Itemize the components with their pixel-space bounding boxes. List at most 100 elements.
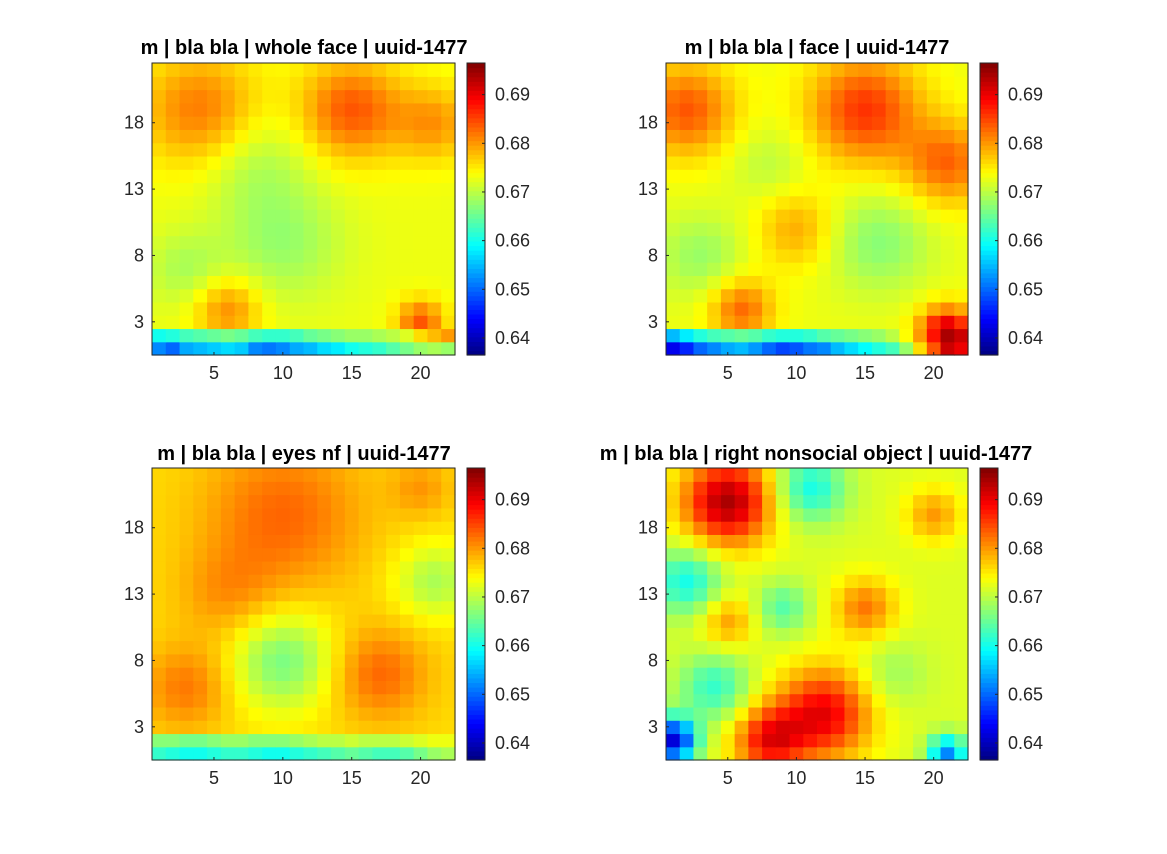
heatmap-cell <box>344 693 360 708</box>
heatmap-cell <box>679 235 695 250</box>
heatmap-cell <box>441 328 456 343</box>
heatmap-cell <box>399 468 415 482</box>
panel-title: m | bla bla | eyes nf | uuid-1477 <box>157 443 451 465</box>
heatmap-cell <box>220 315 236 330</box>
heatmap-cell <box>789 667 804 681</box>
colorbar-segment <box>980 341 998 347</box>
heatmap-cell <box>707 89 722 104</box>
heatmap-cells <box>152 468 456 761</box>
heatmap-cell <box>679 600 695 615</box>
heatmap-cell <box>762 288 777 303</box>
heatmap-cell <box>220 720 236 735</box>
heatmap-cell <box>152 222 167 237</box>
heatmap-cell <box>358 116 373 130</box>
heatmap-cell <box>693 275 708 290</box>
colorbar-segment <box>980 696 998 702</box>
colorbar-segment <box>467 645 485 652</box>
heatmap-cell <box>275 494 291 509</box>
heatmap-cell <box>303 102 318 117</box>
heatmap-cell <box>220 209 236 223</box>
heatmap-cell <box>358 587 373 602</box>
heatmap-cell <box>871 275 887 290</box>
colorbar-segment <box>467 586 485 592</box>
heatmap-cell <box>679 560 695 575</box>
heatmap-cell <box>386 275 401 290</box>
heatmap-cell <box>940 693 955 708</box>
heatmap-cell <box>954 315 969 330</box>
heatmap-cell <box>720 182 736 197</box>
colorbar-segment <box>980 718 998 725</box>
heatmap-cell <box>913 116 928 130</box>
heatmap-cell <box>679 653 695 668</box>
heatmap-cell <box>275 262 291 276</box>
heatmap-cell <box>165 235 181 250</box>
heatmap-cell <box>179 534 194 549</box>
heatmap-cell <box>720 667 736 681</box>
heatmap-cell <box>289 129 305 144</box>
heatmap-cell <box>372 328 387 343</box>
heatmap-cell <box>748 248 763 263</box>
heatmap-cell <box>762 222 777 237</box>
heatmap-cell <box>165 574 181 589</box>
colorbar-segment <box>980 172 998 178</box>
heatmap-cell <box>762 481 777 496</box>
heatmap-cell <box>762 301 777 316</box>
heatmap-cell <box>248 102 263 117</box>
heatmap-cell <box>789 116 804 130</box>
heatmap-cell <box>858 235 873 250</box>
heatmap-cell <box>275 507 291 522</box>
colorbar-segment <box>467 591 485 597</box>
colorbar-segment <box>467 714 485 720</box>
heatmap-cell <box>803 169 818 184</box>
colorbar-segment <box>980 595 998 601</box>
heatmap-cell <box>926 129 942 144</box>
heatmap-cell <box>413 116 429 130</box>
colorbar-segment <box>467 158 485 164</box>
heatmap-cell <box>789 494 804 509</box>
heatmap-cell <box>152 275 167 290</box>
x-axis: 5 10 15 20 <box>723 352 944 383</box>
heatmap-cell <box>344 534 360 549</box>
heatmap-cell <box>913 102 928 117</box>
heatmap-cell <box>693 468 708 482</box>
heatmap-cell <box>358 89 373 104</box>
colorbar-segment <box>980 254 998 260</box>
panel-title: m | bla bla | whole face | uuid-1477 <box>141 37 468 59</box>
heatmap-cell <box>386 262 401 276</box>
heatmap-cell <box>207 341 222 356</box>
heatmap-cell <box>207 116 222 130</box>
heatmap-cell <box>885 720 900 735</box>
heatmap-cell <box>899 301 914 316</box>
heatmap-cell <box>193 507 208 522</box>
heatmap-cell <box>720 262 736 276</box>
colorbar-segment <box>980 81 998 87</box>
heatmap-cell <box>220 627 236 642</box>
heatmap-cell <box>940 574 955 589</box>
heatmap-cell <box>248 89 263 104</box>
heatmap-cell <box>331 209 346 223</box>
heatmap-cell <box>289 315 305 330</box>
heatmap-cell <box>427 235 442 250</box>
heatmap-cell <box>762 169 777 184</box>
heatmap-cell <box>262 328 277 343</box>
heatmap-cell <box>179 328 194 343</box>
heatmap-cell <box>789 129 804 144</box>
heatmap-cell <box>940 116 955 130</box>
heatmap-cell <box>234 341 250 356</box>
heatmap-cell <box>926 102 942 117</box>
heatmap-cell <box>427 720 442 735</box>
heatmap-cell <box>789 195 804 210</box>
colorbar-segment <box>980 509 998 515</box>
heatmap-cell <box>220 560 236 575</box>
heatmap-cell <box>207 494 222 509</box>
heatmap-cell <box>817 667 832 681</box>
heatmap-cell <box>926 341 942 356</box>
heatmap-cell <box>954 102 969 117</box>
colorbar-segment <box>467 186 485 192</box>
heatmap-cell <box>275 301 291 316</box>
heatmap-cell <box>441 102 456 117</box>
heatmap-cell <box>372 534 387 549</box>
heatmap-cell <box>720 627 736 642</box>
colorbar-segment <box>980 240 998 247</box>
heatmap-cell <box>193 746 208 761</box>
